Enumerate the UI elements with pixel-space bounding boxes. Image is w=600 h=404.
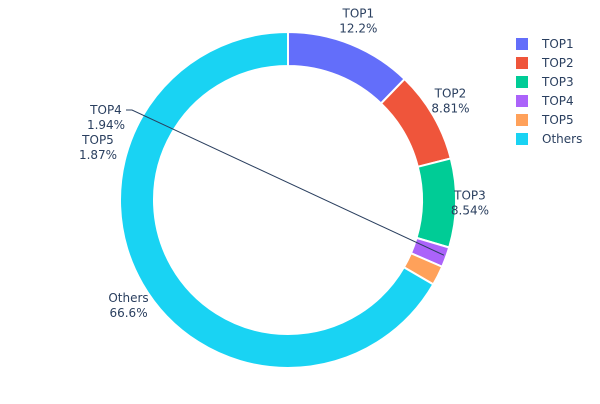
- slice-percent-top2: 8.81%: [431, 101, 469, 115]
- slice-percent-top3: 8.54%: [451, 203, 489, 217]
- slice-label-top3: TOP3: [453, 188, 486, 202]
- slice-label-top4: TOP4: [89, 103, 122, 117]
- legend-label-top3: TOP3: [541, 75, 574, 89]
- slices-group: [119, 30, 457, 369]
- legend-swatch-top3: [516, 76, 528, 88]
- leader-line-top4: [126, 109, 445, 256]
- slice-label-top1: TOP1: [342, 7, 375, 21]
- legend-item-top5[interactable]: TOP5: [516, 113, 574, 127]
- slice-percent-others: 66.6%: [109, 306, 147, 320]
- legend-swatch-others: [516, 133, 528, 145]
- slice-others[interactable]: [119, 30, 435, 369]
- slice-label-top2: TOP2: [434, 86, 467, 100]
- slice-percent-top1: 12.2%: [339, 22, 377, 36]
- legend: TOP1 TOP2 TOP3 TOP4 TOP5 Others: [516, 37, 582, 146]
- legend-item-others[interactable]: Others: [516, 132, 582, 146]
- legend-swatch-top2: [516, 57, 528, 69]
- legend-label-others: Others: [542, 132, 582, 146]
- slice-label-top5: TOP5: [81, 133, 114, 147]
- slice-percent-top5: 1.87%: [79, 148, 117, 162]
- legend-swatch-top5: [516, 114, 528, 126]
- legend-item-top1[interactable]: TOP1: [516, 37, 574, 51]
- legend-swatch-top1: [516, 38, 528, 50]
- legend-item-top2[interactable]: TOP2: [516, 56, 574, 70]
- slice-label-others: Others: [108, 291, 148, 305]
- slice-percent-top4: 1.94%: [87, 118, 125, 132]
- legend-label-top5: TOP5: [541, 113, 574, 127]
- legend-label-top2: TOP2: [541, 56, 574, 70]
- legend-label-top1: TOP1: [541, 37, 574, 51]
- legend-label-top4: TOP4: [541, 94, 574, 108]
- legend-item-top3[interactable]: TOP3: [516, 75, 574, 89]
- legend-swatch-top4: [516, 95, 528, 107]
- slice-top1[interactable]: [287, 30, 406, 105]
- legend-item-top4[interactable]: TOP4: [516, 94, 574, 108]
